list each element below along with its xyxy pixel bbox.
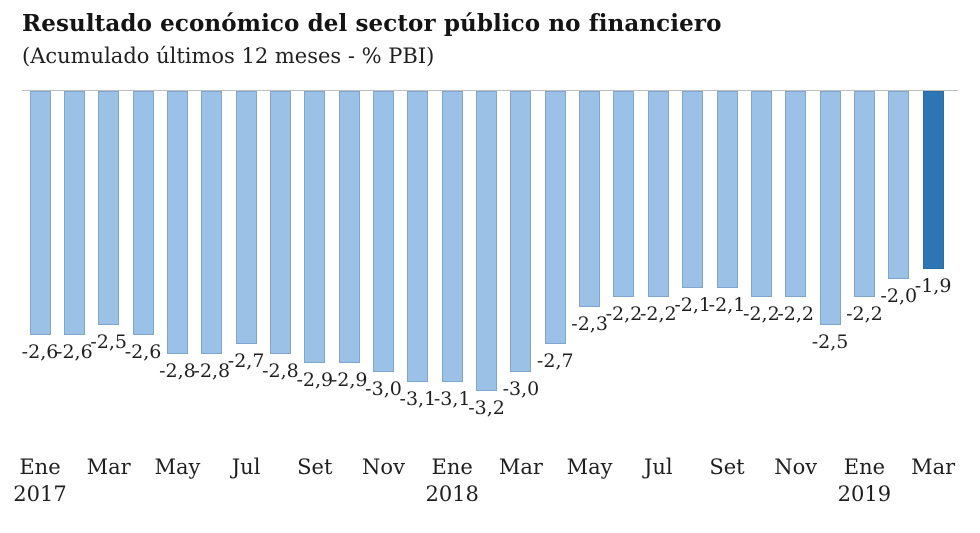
bar-abr-2017 [132, 91, 154, 335]
x-tick-month: Jul [643, 455, 673, 479]
value-label: -3,1 [399, 388, 437, 410]
x-tick-label: Ene 2019 [838, 454, 891, 508]
value-label: -2,6 [21, 341, 59, 363]
value-label: -3,1 [433, 388, 471, 410]
value-label: -2,2 [743, 303, 780, 325]
value-label: -2,5 [811, 331, 849, 353]
value-label: -2,8 [262, 360, 299, 382]
value-label: -2,7 [536, 350, 574, 372]
value-label: -2,6 [124, 341, 162, 363]
bar-jul-2017 [235, 91, 257, 344]
bar-set-2018 [716, 91, 738, 288]
x-tick-month: Mar [498, 455, 543, 479]
x-tick-month: Nov [362, 455, 405, 479]
value-label: -2,9 [296, 369, 334, 391]
bar-feb-2017 [63, 91, 85, 335]
x-tick-label: Mar [87, 454, 131, 481]
x-tick-month: Nov [774, 455, 818, 479]
value-label: -2,2 [777, 303, 815, 325]
plot-area: -2,6 -2,6 -2,5 -2,6 -2,8 -2,8 -2,7 -2,8 -2,9 -2,9… [0, 90, 980, 533]
value-label: -3,0 [365, 378, 402, 400]
bar-ene-2018 [441, 91, 463, 382]
bar-mar-2019 [922, 91, 944, 269]
bar-nov-2018 [785, 91, 807, 297]
value-label: -1,9 [914, 275, 952, 297]
value-label: -2,3 [571, 313, 608, 335]
bar-oct-2017 [338, 91, 360, 363]
value-label: -2,6 [56, 341, 93, 363]
zero-axis-line [22, 90, 958, 91]
x-tick-label: Nov [362, 454, 405, 481]
value-label: -2,8 [159, 360, 196, 382]
bar-ene-2019 [853, 91, 875, 297]
bar-may-2017 [166, 91, 188, 354]
bar-dic-2017 [407, 91, 429, 382]
value-label: -3,2 [468, 397, 505, 419]
bar-ene-2017 [29, 91, 51, 335]
bar-jun-2017 [201, 91, 223, 354]
value-label: -2,1 [674, 294, 711, 316]
x-tick-year: 2019 [837, 482, 892, 506]
x-tick-year: 2017 [13, 482, 67, 506]
x-tick-month: Ene [843, 455, 886, 479]
x-tick-month: Set [297, 455, 333, 479]
x-tick-month: May [154, 455, 201, 479]
x-tick-label: Jul [232, 454, 261, 481]
x-tick-label: Jul [644, 454, 673, 481]
x-tick-label: Nov [774, 454, 817, 481]
value-label: -3,0 [502, 378, 540, 400]
value-label: -2,0 [880, 285, 918, 307]
bar-feb-2019 [888, 91, 910, 279]
x-tick-label: Ene 2018 [425, 454, 478, 508]
bar-ago-2018 [682, 91, 704, 288]
x-tick-label: Mar [499, 454, 543, 481]
bar-may-2018 [579, 91, 601, 307]
bar-abr-2018 [544, 91, 566, 344]
bar-ago-2017 [269, 91, 291, 354]
x-tick-month: Ene [431, 455, 473, 479]
bar-set-2017 [304, 91, 326, 363]
bar-dic-2018 [819, 91, 841, 325]
value-label: -2,2 [639, 303, 677, 325]
x-tick-month: Jul [231, 455, 261, 479]
value-label: -2,8 [193, 360, 231, 382]
bar-feb-2018 [476, 91, 498, 391]
value-label: -2,2 [605, 303, 643, 325]
x-tick-month: Ene [19, 455, 61, 479]
bar-mar-2017 [98, 91, 120, 325]
x-tick-year: 2018 [425, 482, 479, 506]
x-tick-label: Ene 2017 [13, 454, 66, 508]
x-tick-label: Mar [911, 454, 955, 481]
x-tick-month: Mar [911, 455, 956, 479]
bar-nov-2017 [373, 91, 394, 372]
bar-oct-2018 [750, 91, 772, 297]
bar-jul-2018 [647, 91, 669, 297]
value-label: -2,5 [90, 331, 128, 353]
x-tick-month: May [566, 455, 613, 479]
value-label: -2,2 [846, 303, 883, 325]
bar-mar-2018 [510, 91, 532, 372]
x-tick-label: Set [297, 454, 332, 481]
x-tick-month: Mar [86, 455, 131, 479]
x-tick-month: Set [709, 455, 745, 479]
value-label: -2,9 [330, 369, 368, 391]
x-tick-label: May [567, 454, 613, 481]
x-tick-label: Set [709, 454, 744, 481]
chart-subtitle: (Acumulado últimos 12 meses - % PBI) [22, 44, 435, 68]
bar-jun-2018 [613, 91, 635, 297]
value-label: -2,1 [708, 294, 746, 316]
chart-title: Resultado económico del sector público n… [22, 10, 722, 37]
value-label: -2,7 [227, 350, 265, 372]
x-tick-label: May [154, 454, 200, 481]
